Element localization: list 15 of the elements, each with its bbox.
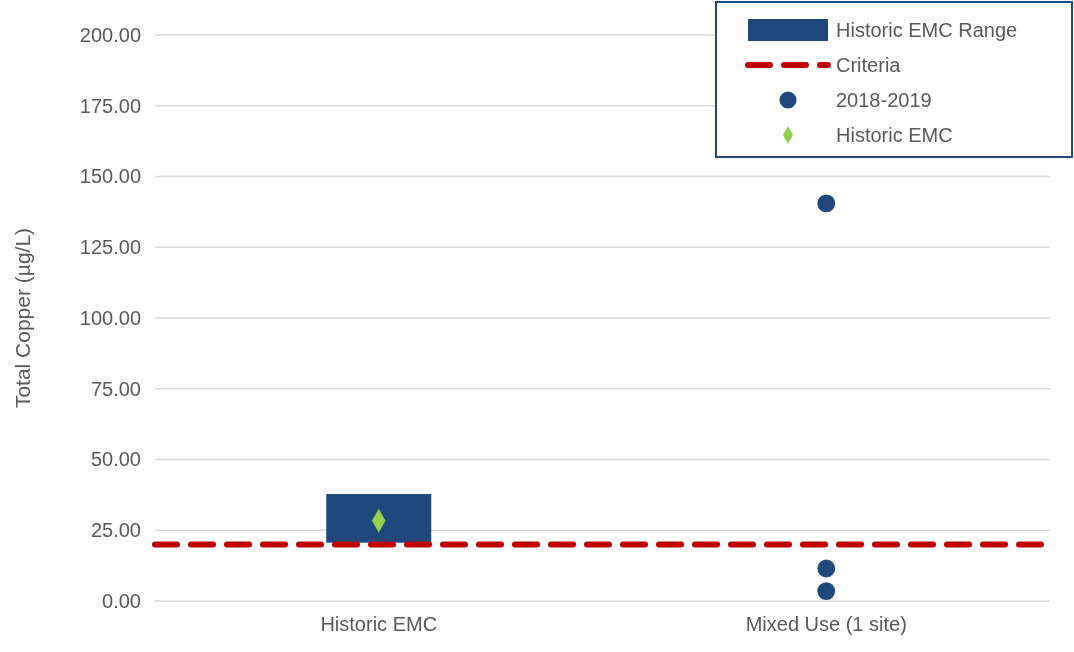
- y-tick-label: 125.00: [79, 236, 141, 259]
- y-tick-label: 50.00: [90, 448, 141, 471]
- y-tick-label: 175.00: [79, 94, 141, 117]
- y-tick-label: 200.00: [79, 23, 141, 46]
- x-tick-label: Mixed Use (1 site): [745, 613, 907, 636]
- legend-label: Historic EMC: [836, 124, 953, 146]
- legend-label: Criteria: [836, 54, 902, 76]
- legend-label: Historic EMC Range: [836, 19, 1018, 41]
- legend-label: 2018-2019: [836, 89, 932, 111]
- y-tick-label: 25.00: [90, 519, 141, 542]
- y-tick-label: 75.00: [90, 377, 141, 400]
- y-axis-title: Total Copper (µg/L): [11, 227, 34, 409]
- y-tick-label: 150.00: [79, 165, 141, 188]
- y-tick-label: 0.00: [102, 589, 141, 612]
- y-tick-label: 100.00: [79, 306, 141, 329]
